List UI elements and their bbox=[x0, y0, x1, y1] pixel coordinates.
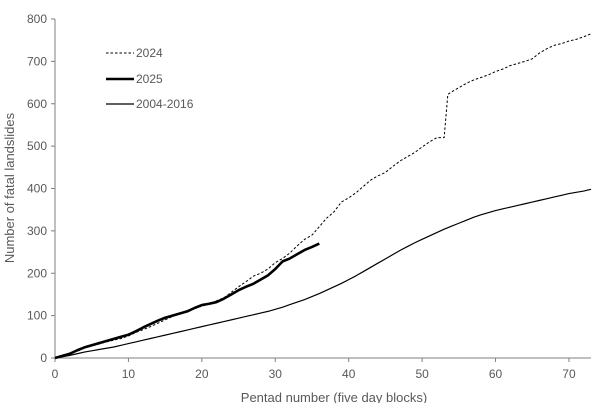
y-tick-label: 500 bbox=[27, 139, 47, 153]
x-axis-ticks: 0 10 20 30 40 50 60 70 bbox=[52, 358, 576, 381]
y-tick-label: 600 bbox=[27, 97, 47, 111]
y-tick-label: 200 bbox=[27, 266, 47, 280]
y-tick-label: 700 bbox=[27, 54, 47, 68]
series-line-2004-2016 bbox=[54, 188, 592, 359]
x-tick-label: 0 bbox=[52, 367, 59, 381]
x-tick-label: 10 bbox=[122, 367, 136, 381]
x-tick-label: 70 bbox=[562, 367, 576, 381]
y-axis-label: Number of fatal landslides bbox=[2, 112, 17, 263]
y-tick-label: 400 bbox=[27, 182, 47, 196]
x-tick-label: 40 bbox=[342, 367, 356, 381]
x-axis-label: Pentad number (five day blocks) bbox=[241, 390, 427, 403]
y-tick-label: 800 bbox=[27, 12, 47, 26]
series-line-2024 bbox=[54, 33, 592, 359]
x-tick-label: 20 bbox=[195, 367, 209, 381]
y-tick-label: 100 bbox=[27, 309, 47, 323]
legend-label: 2024 bbox=[136, 46, 163, 60]
legend-label: 2004-2016 bbox=[136, 97, 194, 111]
x-tick-label: 60 bbox=[489, 367, 503, 381]
x-tick-label: 50 bbox=[415, 367, 429, 381]
series-layer bbox=[54, 33, 592, 360]
x-tick-label: 30 bbox=[269, 367, 283, 381]
y-axis-ticks: 0 100 200 300 400 500 600 700 800 bbox=[27, 12, 55, 365]
y-tick-label: 300 bbox=[27, 224, 47, 238]
series-line-2025 bbox=[54, 242, 320, 360]
legend: 2024 2025 2004-2016 bbox=[106, 46, 194, 111]
y-tick-label: 0 bbox=[40, 351, 47, 365]
legend-label: 2025 bbox=[136, 72, 163, 86]
